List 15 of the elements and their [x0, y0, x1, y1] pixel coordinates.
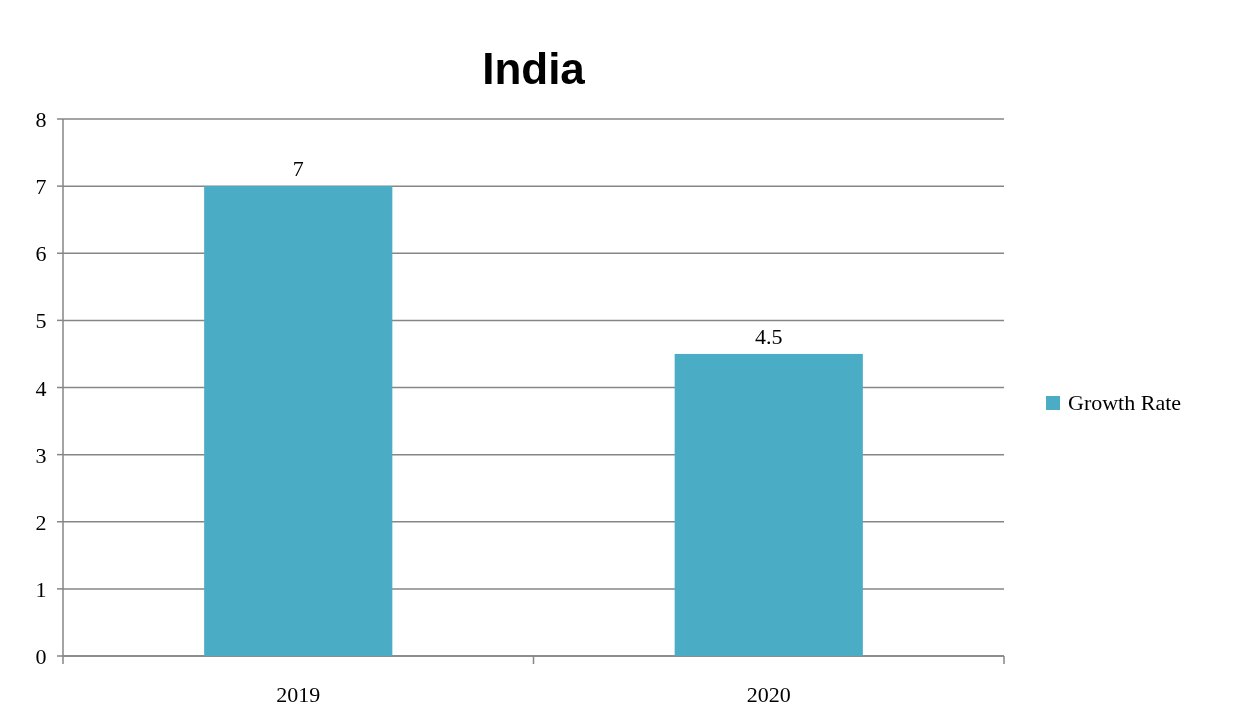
y-tick-label: 5: [35, 308, 47, 334]
y-tick-label: 7: [35, 174, 47, 200]
x-tick-label: 2019: [276, 682, 321, 707]
y-tick-label: 1: [35, 576, 47, 602]
y-tick-label: 4: [35, 375, 47, 401]
chart-title: India: [482, 44, 586, 93]
y-tick-label: 6: [35, 241, 47, 267]
y-tick-label: 2: [35, 509, 47, 535]
y-tick-label: 0: [35, 644, 47, 669]
x-tick-label: 2020: [746, 682, 791, 707]
y-tick-label: 8: [35, 107, 47, 132]
data-label: 4.5: [755, 323, 783, 349]
y-tick-label: 3: [35, 442, 47, 468]
legend-label: Growth Rate: [1068, 390, 1182, 415]
data-label: 7: [292, 156, 304, 182]
